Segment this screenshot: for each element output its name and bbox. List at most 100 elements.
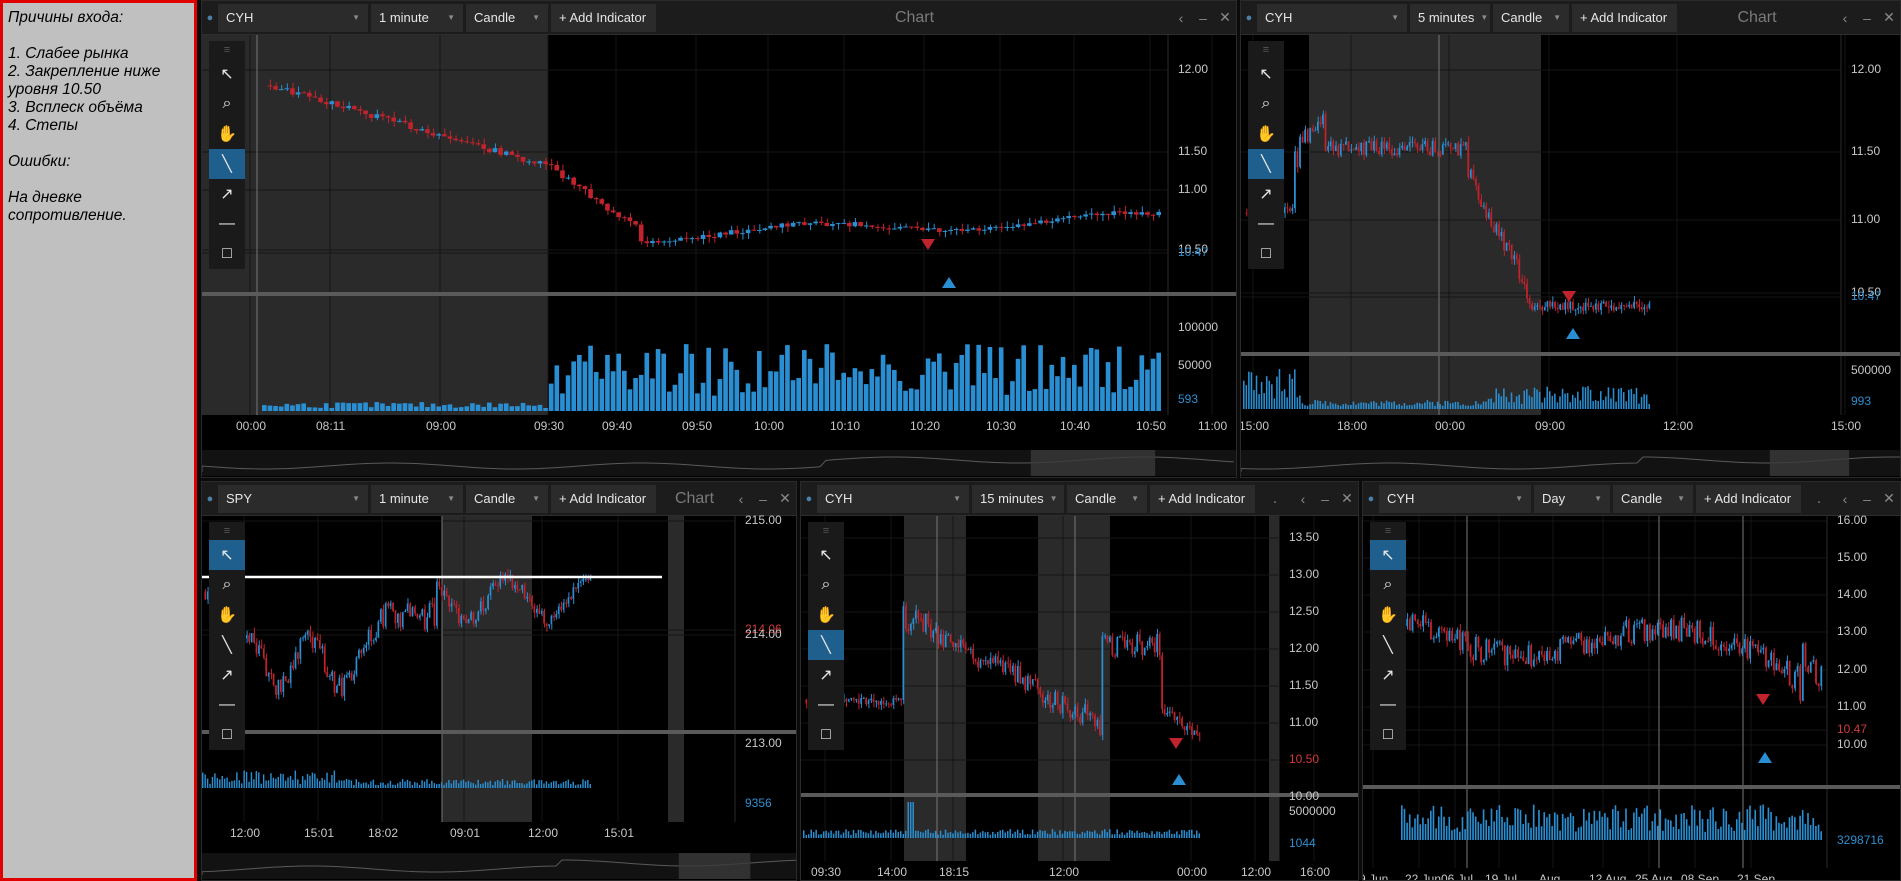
pointer-icon[interactable]: ↖	[1370, 540, 1406, 570]
symbol-select[interactable]: SPY ▼	[218, 484, 368, 513]
horizontal-line-icon[interactable]: —	[818, 696, 834, 713]
collapse-left-icon[interactable]: ‹	[1842, 490, 1848, 507]
chart-type-select[interactable]: Candle ▼	[466, 3, 548, 32]
chart-window-cyh-15min[interactable]: ● CYH ▼ 15 minutes ▼ Candle ▼ + Add Indicator. ‹…	[800, 481, 1359, 881]
symbol-select[interactable]: CYH ▼	[817, 484, 969, 513]
symbol-select[interactable]: CYH ▼	[1257, 3, 1407, 32]
line-tool-icon[interactable]: ╲	[1383, 637, 1393, 654]
arrow-tool-icon[interactable]: ↗	[819, 667, 833, 684]
horizontal-line-icon[interactable]: —	[1380, 696, 1396, 713]
symbol-select[interactable]: CYH ▼	[218, 3, 368, 32]
collapse-left-icon[interactable]: ‹	[1178, 9, 1184, 26]
close-icon[interactable]: ✕	[1219, 9, 1231, 25]
arrow-tool-icon[interactable]: ↗	[1259, 186, 1273, 203]
chart-type-select[interactable]: Candle ▼	[1493, 3, 1569, 32]
zoom-icon[interactable]: ⌕	[1383, 576, 1393, 593]
close-icon[interactable]: ✕	[1341, 490, 1353, 506]
tools-grip-icon[interactable]: ≡	[1262, 44, 1270, 56]
add-indicator-button[interactable]: + Add Indicator	[1696, 484, 1801, 513]
arrow-tool-icon[interactable]: ↗	[220, 186, 234, 203]
tools-grip-icon[interactable]: ≡	[822, 525, 830, 537]
minimize-icon[interactable]: –	[1199, 9, 1207, 26]
rectangle-icon[interactable]: □	[222, 245, 232, 262]
candle-body	[1041, 693, 1044, 703]
minimize-icon[interactable]: –	[1863, 9, 1871, 26]
add-indicator-button[interactable]: + Add Indicator	[1572, 3, 1677, 32]
add-indicator-button[interactable]: + Add Indicator	[1150, 484, 1255, 513]
hand-icon[interactable]: ✋	[217, 607, 237, 624]
link-dot-icon[interactable]: ●	[206, 492, 214, 505]
arrow-tool-icon[interactable]: ↗	[1381, 667, 1395, 684]
minimize-icon[interactable]: –	[1321, 490, 1329, 507]
collapse-left-icon[interactable]: ‹	[1842, 9, 1848, 26]
close-icon[interactable]: ✕	[779, 490, 791, 506]
volume-bar	[1122, 389, 1128, 411]
pointer-icon[interactable]: ↖	[1259, 66, 1273, 83]
rectangle-icon[interactable]: □	[1383, 726, 1393, 743]
timeline-navigator[interactable]	[202, 853, 796, 879]
minimize-icon[interactable]: –	[1863, 490, 1871, 507]
add-indicator-button[interactable]: + Add Indicator	[551, 484, 656, 513]
tools-grip-icon[interactable]: ≡	[223, 44, 231, 56]
symbol-select[interactable]: CYH ▼	[1379, 484, 1531, 513]
candle-body	[860, 698, 862, 704]
chart-window-cyh-1min[interactable]: ● CYH ▼ 1 minute ▼ Candle ▼ + Add Indicator Char…	[201, 0, 1237, 478]
chart-canvas[interactable]	[202, 1, 1237, 478]
interval-select[interactable]: Day ▼	[1534, 484, 1610, 513]
chart-canvas[interactable]	[1241, 1, 1901, 478]
zoom-icon[interactable]: ⌕	[1261, 95, 1271, 112]
rectangle-icon[interactable]: □	[222, 726, 232, 743]
zoom-icon[interactable]: ⌕	[222, 576, 232, 593]
rectangle-icon[interactable]: □	[821, 726, 831, 743]
collapse-left-icon[interactable]: ‹	[738, 490, 744, 507]
hand-icon[interactable]: ✋	[1256, 126, 1276, 143]
chart-canvas[interactable]	[202, 482, 797, 881]
hand-icon[interactable]: ✋	[1378, 607, 1398, 624]
chart-window-cyh-5min[interactable]: ● CYH ▼ 5 minutes ▼ Candle ▼ + Add Indicator Cha…	[1240, 0, 1901, 478]
horizontal-line-icon[interactable]: —	[219, 696, 235, 713]
horizontal-line-icon[interactable]: —	[219, 215, 235, 232]
close-icon[interactable]: ✕	[1883, 490, 1895, 506]
volume-bar	[1156, 352, 1161, 411]
hand-icon[interactable]: ✋	[217, 126, 237, 143]
link-dot-icon[interactable]: ●	[805, 492, 813, 505]
add-indicator-button[interactable]: + Add Indicator	[551, 3, 656, 32]
hand-icon[interactable]: ✋	[816, 607, 836, 624]
timeline-navigator[interactable]	[1241, 450, 1900, 476]
line-tool-icon[interactable]: ╲	[209, 149, 245, 179]
zoom-icon[interactable]: ⌕	[222, 95, 232, 112]
line-tool-icon[interactable]: ╲	[222, 637, 232, 654]
tools-grip-icon[interactable]: ≡	[223, 525, 231, 537]
chart-type-select[interactable]: Candle ▼	[1067, 484, 1147, 513]
zoom-icon[interactable]: ⌕	[821, 576, 831, 593]
rectangle-icon[interactable]: □	[1261, 245, 1271, 262]
line-tool-icon[interactable]: ╲	[1248, 149, 1284, 179]
interval-select[interactable]: 1 minute ▼	[371, 484, 463, 513]
link-dot-icon[interactable]: ●	[1367, 492, 1375, 505]
link-dot-icon[interactable]: ●	[206, 11, 214, 24]
pointer-icon[interactable]: ↖	[819, 547, 833, 564]
interval-select[interactable]: 5 minutes ▼	[1410, 3, 1490, 32]
line-tool-icon[interactable]: ╲	[808, 630, 844, 660]
chart-canvas[interactable]	[1363, 482, 1901, 881]
pointer-icon[interactable]: ↖	[209, 540, 245, 570]
chart-canvas[interactable]	[801, 482, 1359, 881]
collapse-left-icon[interactable]: ‹	[1300, 490, 1306, 507]
minimize-icon[interactable]: –	[759, 490, 767, 507]
arrow-tool-icon[interactable]: ↗	[220, 667, 234, 684]
tools-grip-icon[interactable]: ≡	[1384, 525, 1392, 537]
candle-body	[479, 601, 482, 612]
interval-select[interactable]: 1 minute ▼	[371, 3, 463, 32]
horizontal-line-icon[interactable]: —	[1258, 215, 1274, 232]
close-icon[interactable]: ✕	[1883, 9, 1895, 25]
chart-type-select[interactable]: Candle ▼	[466, 484, 548, 513]
timeline-navigator[interactable]	[202, 450, 1236, 476]
candle-body	[855, 699, 857, 701]
volume-bar	[425, 407, 430, 411]
chart-window-spy-1min[interactable]: ● SPY ▼ 1 minute ▼ Candle ▼ + Add Indicator Char…	[201, 481, 797, 881]
interval-select[interactable]: 15 minutes ▼	[972, 484, 1064, 513]
link-dot-icon[interactable]: ●	[1245, 11, 1253, 24]
chart-type-select[interactable]: Candle ▼	[1613, 484, 1693, 513]
chart-window-cyh-day[interactable]: ● CYH ▼ Day ▼ Candle ▼ + Add Indicator. ‹ – ✕ 16.00…	[1362, 481, 1901, 881]
pointer-icon[interactable]: ↖	[220, 66, 234, 83]
